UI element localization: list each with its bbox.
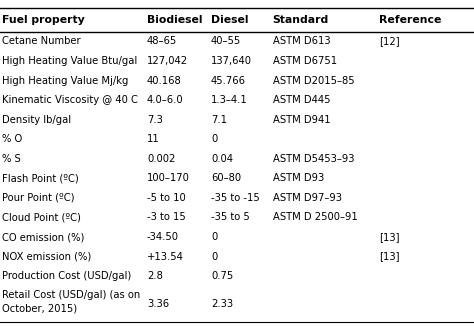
- Text: 60–80: 60–80: [211, 173, 241, 183]
- Text: 3.36: 3.36: [147, 299, 169, 309]
- Text: 40–55: 40–55: [211, 37, 241, 46]
- Text: Biodiesel: Biodiesel: [147, 15, 202, 25]
- Text: [13]: [13]: [379, 252, 400, 261]
- Text: Flash Point (ºC): Flash Point (ºC): [2, 173, 79, 183]
- Text: -5 to 10: -5 to 10: [147, 193, 186, 203]
- Text: ASTM D445: ASTM D445: [273, 95, 330, 105]
- Text: 0.04: 0.04: [211, 154, 233, 164]
- Text: 1.3–4.1: 1.3–4.1: [211, 95, 248, 105]
- Text: Cloud Point (ºC): Cloud Point (ºC): [2, 213, 81, 222]
- Text: ASTM D5453–93: ASTM D5453–93: [273, 154, 354, 164]
- Text: 0.002: 0.002: [147, 154, 175, 164]
- Text: 45.766: 45.766: [211, 76, 246, 85]
- Text: 48–65: 48–65: [147, 37, 177, 46]
- Text: Fuel property: Fuel property: [2, 15, 85, 25]
- Text: 0: 0: [211, 134, 217, 144]
- Text: ASTM D97–93: ASTM D97–93: [273, 193, 342, 203]
- Text: Reference: Reference: [379, 15, 442, 25]
- Text: ASTM D613: ASTM D613: [273, 37, 330, 46]
- Text: High Heating Value Btu/gal: High Heating Value Btu/gal: [2, 56, 137, 66]
- Text: -3 to 15: -3 to 15: [147, 213, 186, 222]
- Text: Production Cost (USD/gal): Production Cost (USD/gal): [2, 271, 132, 281]
- Text: 127,042: 127,042: [147, 56, 188, 66]
- Text: ASTM D941: ASTM D941: [273, 115, 330, 125]
- Text: Pour Point (ºC): Pour Point (ºC): [2, 193, 75, 203]
- Text: % O: % O: [2, 134, 23, 144]
- Text: 0: 0: [211, 252, 217, 261]
- Text: -35 to -15: -35 to -15: [211, 193, 260, 203]
- Text: Retail Cost (USD/gal) (as on
October, 2015): Retail Cost (USD/gal) (as on October, 20…: [2, 290, 141, 314]
- Text: Kinematic Viscosity @ 40 C: Kinematic Viscosity @ 40 C: [2, 95, 138, 105]
- Text: 11: 11: [147, 134, 160, 144]
- Text: [13]: [13]: [379, 232, 400, 242]
- Text: NOX emission (%): NOX emission (%): [2, 252, 91, 261]
- Text: 7.1: 7.1: [211, 115, 227, 125]
- Text: High Heating Value Mj/kg: High Heating Value Mj/kg: [2, 76, 129, 85]
- Text: 2.33: 2.33: [211, 299, 233, 309]
- Text: 0.75: 0.75: [211, 271, 233, 281]
- Text: CO emission (%): CO emission (%): [2, 232, 85, 242]
- Text: 2.8: 2.8: [147, 271, 163, 281]
- Text: [12]: [12]: [379, 37, 400, 46]
- Text: Density lb/gal: Density lb/gal: [2, 115, 72, 125]
- Text: 137,640: 137,640: [211, 56, 252, 66]
- Text: -34.50: -34.50: [147, 232, 179, 242]
- Text: ASTM D2015–85: ASTM D2015–85: [273, 76, 354, 85]
- Text: Standard: Standard: [273, 15, 329, 25]
- Text: 40.168: 40.168: [147, 76, 182, 85]
- Text: +13.54: +13.54: [147, 252, 184, 261]
- Text: % S: % S: [2, 154, 21, 164]
- Text: 4.0–6.0: 4.0–6.0: [147, 95, 183, 105]
- Text: 100–170: 100–170: [147, 173, 190, 183]
- Text: 0: 0: [211, 232, 217, 242]
- Text: -35 to 5: -35 to 5: [211, 213, 250, 222]
- Text: ASTM D93: ASTM D93: [273, 173, 324, 183]
- Text: Diesel: Diesel: [211, 15, 248, 25]
- Text: 7.3: 7.3: [147, 115, 163, 125]
- Text: Cetane Number: Cetane Number: [2, 37, 81, 46]
- Text: ASTM D6751: ASTM D6751: [273, 56, 337, 66]
- Text: ASTM D 2500–91: ASTM D 2500–91: [273, 213, 357, 222]
